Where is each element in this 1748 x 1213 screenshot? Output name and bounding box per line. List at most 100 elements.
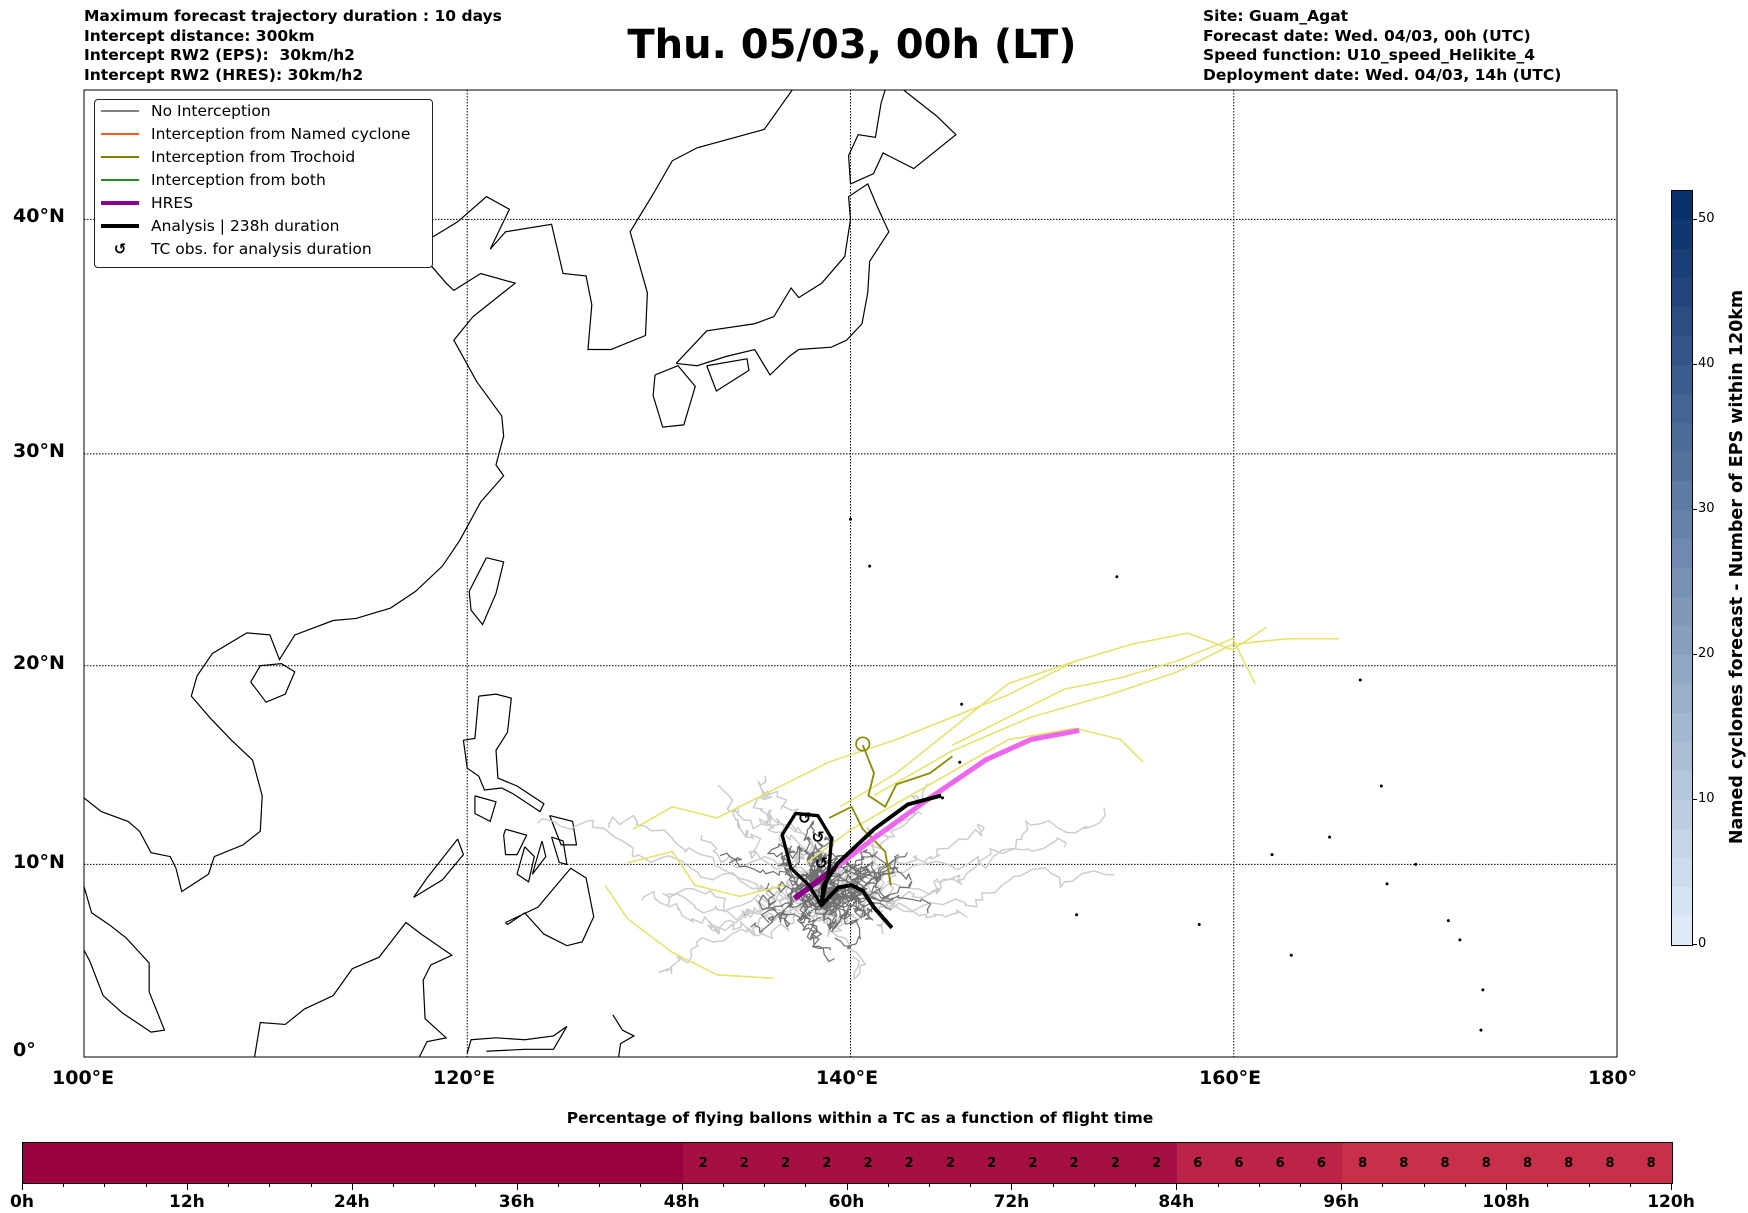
time-bar-tick bbox=[1629, 1183, 1631, 1187]
time-bar-cell: 2 bbox=[1135, 1143, 1178, 1183]
coastline bbox=[675, 183, 890, 376]
legend-swatch bbox=[101, 224, 139, 228]
forecast-date-text: Forecast date: Wed. 04/03, 00h (UTC) bbox=[1203, 26, 1531, 45]
time-bar-cell bbox=[105, 1143, 147, 1183]
lat-label-30n: 30°N bbox=[13, 440, 65, 462]
legend-label: No Interception bbox=[151, 102, 271, 120]
time-bar-tick bbox=[1217, 1183, 1219, 1187]
time-bar-tick bbox=[516, 1183, 518, 1190]
time-bar-cell: 8 bbox=[1383, 1143, 1425, 1183]
colorbar-band bbox=[1672, 597, 1692, 626]
colorbar-band bbox=[1672, 278, 1692, 307]
time-bar-cell: 2 bbox=[847, 1143, 889, 1183]
coastline bbox=[531, 840, 547, 875]
time-bar-tick bbox=[928, 1183, 930, 1187]
time-bar-tick bbox=[1052, 1183, 1054, 1187]
time-bar-tick bbox=[1011, 1183, 1013, 1190]
colorbar-band bbox=[1672, 452, 1692, 481]
time-bar-title: Percentage of flying ballons within a TC… bbox=[566, 1109, 1154, 1127]
colorbar-band bbox=[1672, 655, 1692, 684]
colorbar-band bbox=[1672, 742, 1692, 771]
colorbar-band bbox=[1672, 887, 1692, 916]
colorbar-band bbox=[1672, 220, 1692, 249]
time-bar-tick-label: 84h bbox=[1158, 1192, 1195, 1212]
legend-label: TC obs. for analysis duration bbox=[151, 240, 372, 258]
lat-label-20n: 20°N bbox=[13, 652, 65, 674]
time-bar-tick bbox=[970, 1183, 972, 1187]
time-bar-tick-label: 72h bbox=[993, 1192, 1030, 1212]
legend-label: HRES bbox=[151, 194, 194, 212]
island-dot bbox=[960, 702, 964, 706]
time-bar-tick bbox=[228, 1183, 230, 1187]
lon-label-160e: 160°E bbox=[1199, 1067, 1262, 1089]
island-dot bbox=[1414, 862, 1418, 866]
time-bar-tick bbox=[640, 1183, 642, 1187]
legend-label: Analysis | 238h duration bbox=[151, 217, 340, 235]
time-bar-tick-label: 24h bbox=[333, 1192, 370, 1212]
colorbar-tick-label: 50 bbox=[1698, 211, 1715, 226]
island-dot bbox=[1270, 853, 1274, 857]
island-dot bbox=[940, 796, 944, 800]
legend-swatch bbox=[101, 156, 139, 158]
trajectories: ↺↺↺ bbox=[537, 626, 1339, 980]
header-right: Site: Guam_Agat Forecast date: Wed. 04/0… bbox=[1203, 7, 1561, 85]
colorbar-label: Named cyclones forecast - Number of EPS … bbox=[1727, 289, 1747, 845]
time-bar-tick-label: 108h bbox=[1482, 1192, 1530, 1212]
time-bar-cell: 6 bbox=[1300, 1143, 1342, 1183]
legend-swatch bbox=[101, 133, 139, 135]
trajectory-no-interception bbox=[802, 916, 832, 951]
trajectory-trochoid-light bbox=[604, 884, 774, 979]
lon-label-180: 180° bbox=[1588, 1067, 1638, 1089]
time-bar-tick bbox=[1464, 1183, 1466, 1187]
trajectory-light-gray bbox=[707, 895, 829, 935]
trajectory-no-interception bbox=[788, 849, 879, 895]
coastline bbox=[468, 557, 505, 626]
coastline bbox=[462, 693, 545, 813]
time-bar-tick bbox=[846, 1183, 848, 1190]
time-bar-cell bbox=[187, 1143, 230, 1183]
cyclone-symbol-icon: ↺ bbox=[811, 828, 824, 847]
time-bar-tick bbox=[1299, 1183, 1301, 1187]
time-bar-tick bbox=[1258, 1183, 1260, 1187]
time-bar-tick-label: 36h bbox=[498, 1192, 535, 1212]
time-bar-cell: 2 bbox=[929, 1143, 972, 1183]
trajectory-no-interception bbox=[829, 888, 863, 916]
colorbar-band bbox=[1672, 829, 1692, 858]
legend-item-hres: HRES bbox=[95, 192, 193, 214]
colorbar bbox=[1671, 190, 1693, 946]
colorbar-band bbox=[1672, 800, 1692, 829]
trajectory-light-gray bbox=[608, 814, 825, 902]
trajectory-trochoid-light bbox=[839, 626, 1267, 808]
colorbar-band bbox=[1672, 626, 1692, 655]
time-bar-tick bbox=[63, 1183, 65, 1187]
trajectory-no-interception bbox=[835, 863, 899, 901]
trajectory-no-interception bbox=[767, 843, 792, 876]
colorbar-band bbox=[1672, 365, 1692, 394]
island-dot bbox=[1479, 1028, 1483, 1032]
colorbar-tick-label: 20 bbox=[1698, 646, 1715, 661]
island-dot bbox=[1115, 575, 1119, 579]
trajectory-no-interception bbox=[758, 882, 793, 911]
time-bar-tick bbox=[1135, 1183, 1137, 1187]
time-bar-cell: 8 bbox=[1424, 1143, 1466, 1183]
time-bar-cell: 6 bbox=[1218, 1143, 1260, 1183]
island-dot bbox=[1446, 919, 1450, 923]
time-bar-tick bbox=[1547, 1183, 1549, 1187]
trajectory-trochoid-light bbox=[873, 637, 1339, 797]
time-bar-tick bbox=[393, 1183, 395, 1187]
analysis-loop bbox=[780, 811, 834, 907]
trajectory-group: ↺↺↺ bbox=[537, 626, 1339, 980]
colorbar-tick bbox=[1692, 364, 1697, 365]
trochoid-loop bbox=[855, 736, 871, 752]
time-bar-cell: 8 bbox=[1342, 1143, 1384, 1183]
time-bar-tick bbox=[599, 1183, 601, 1187]
time-bar-cell bbox=[558, 1143, 601, 1183]
colorbar-band bbox=[1672, 916, 1692, 945]
time-bar-cell: 8 bbox=[1465, 1143, 1507, 1183]
trajectory-trochoid-light bbox=[632, 660, 1077, 830]
time-bar-cell bbox=[146, 1143, 188, 1183]
colorbar-band bbox=[1672, 510, 1692, 539]
time-bar-cell bbox=[600, 1143, 642, 1183]
island-dot bbox=[849, 517, 852, 521]
colorbar-tick-label: 30 bbox=[1698, 501, 1715, 516]
